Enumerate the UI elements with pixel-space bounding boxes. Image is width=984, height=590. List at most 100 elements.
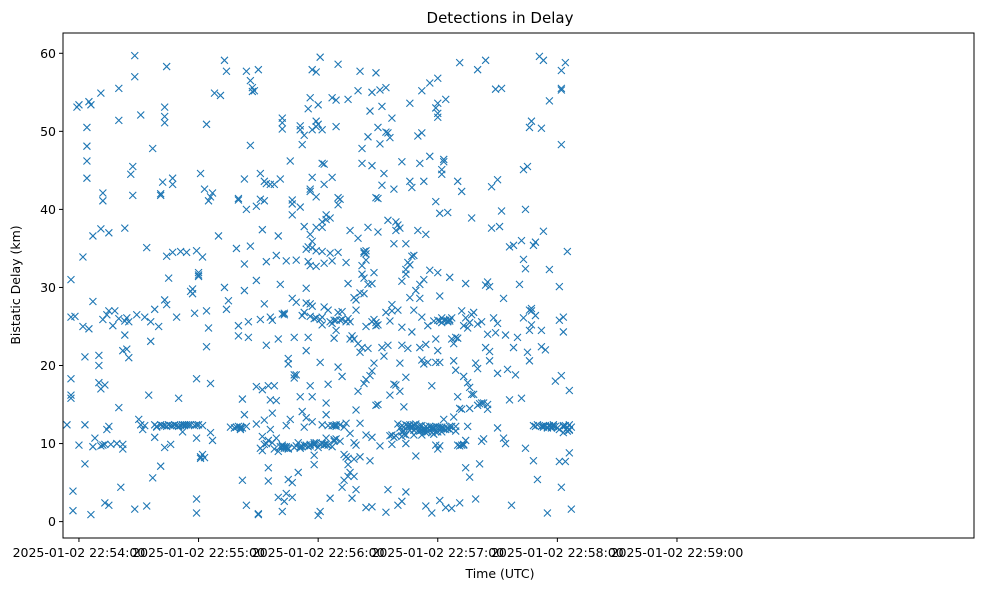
data-point [378, 343, 386, 352]
data-point [397, 277, 406, 286]
data-point [336, 195, 344, 204]
data-point [372, 321, 380, 330]
data-point [344, 472, 352, 481]
data-point [409, 306, 418, 314]
data-point [280, 309, 289, 318]
data-point [439, 157, 448, 166]
data-point [439, 415, 448, 424]
data-point [545, 265, 554, 274]
data-point [368, 88, 376, 97]
data-point [120, 224, 129, 233]
data-point [473, 320, 482, 329]
data-point [338, 307, 346, 316]
data-point [324, 380, 333, 389]
data-point [270, 445, 279, 453]
data-point [386, 391, 394, 400]
data-point [390, 239, 398, 248]
data-point [447, 504, 456, 513]
data-point [322, 399, 331, 407]
y-tick-label: 0 [48, 514, 56, 529]
data-point [453, 177, 462, 186]
data-point [417, 86, 426, 95]
data-point [160, 296, 169, 304]
data-point [425, 79, 434, 87]
data-point [362, 256, 370, 265]
data-point [274, 493, 283, 502]
data-point [142, 243, 151, 252]
data-point [292, 370, 301, 379]
data-point [401, 270, 410, 279]
data-point [493, 369, 502, 378]
data-point [352, 485, 360, 494]
data-point [348, 494, 356, 503]
data-point [83, 123, 91, 132]
data-point [306, 93, 315, 102]
data-point [252, 276, 261, 285]
data-point [352, 406, 360, 414]
data-point [449, 339, 458, 348]
data-point [431, 335, 440, 343]
data-point [254, 510, 263, 519]
data-point [433, 268, 442, 277]
data-point [302, 346, 311, 355]
data-point [168, 174, 177, 183]
data-point [314, 100, 323, 109]
data-point [144, 391, 153, 400]
data-point [312, 262, 321, 271]
data-point [118, 445, 127, 453]
data-point [83, 142, 91, 151]
data-point [475, 459, 484, 468]
data-point [413, 132, 422, 140]
points-layer [63, 51, 576, 520]
data-point [525, 356, 534, 365]
data-point [204, 324, 213, 332]
data-point [63, 420, 71, 429]
data-point [497, 84, 506, 93]
data-point [451, 427, 460, 435]
data-point [533, 475, 542, 484]
data-point [368, 502, 376, 511]
data-point [527, 321, 536, 329]
data-point [487, 182, 496, 191]
data-point [250, 86, 259, 95]
data-point [290, 333, 299, 342]
data-point [242, 422, 251, 431]
data-point [401, 373, 410, 382]
data-point [128, 191, 137, 200]
data-point [216, 91, 225, 100]
data-point [270, 381, 279, 390]
data-point [202, 342, 211, 351]
data-point [334, 248, 342, 257]
data-point [485, 282, 494, 291]
data-point [332, 96, 340, 105]
data-point [234, 321, 243, 330]
data-point [282, 444, 291, 453]
data-point [234, 194, 243, 203]
data-point [262, 257, 271, 266]
data-point [376, 139, 384, 148]
data-point [449, 413, 458, 421]
data-point [256, 169, 265, 178]
data-point [397, 341, 406, 350]
data-point [523, 348, 532, 357]
data-point [405, 293, 414, 302]
data-point [320, 160, 329, 169]
data-point [403, 344, 412, 353]
data-point [150, 305, 159, 314]
data-point [344, 279, 352, 288]
data-point [272, 251, 281, 260]
data-point [380, 352, 388, 361]
data-point [192, 374, 201, 383]
data-point [330, 334, 338, 343]
data-point [202, 120, 211, 129]
data-point [75, 441, 83, 450]
data-point [156, 189, 165, 198]
data-point [417, 313, 426, 321]
data-point [384, 341, 392, 350]
data-point [413, 226, 422, 235]
data-point [322, 440, 331, 449]
data-point [435, 496, 444, 505]
data-point [559, 313, 568, 321]
data-point [114, 84, 123, 93]
x-tick-label: 2025-01-02 22:56:00 [252, 545, 385, 560]
